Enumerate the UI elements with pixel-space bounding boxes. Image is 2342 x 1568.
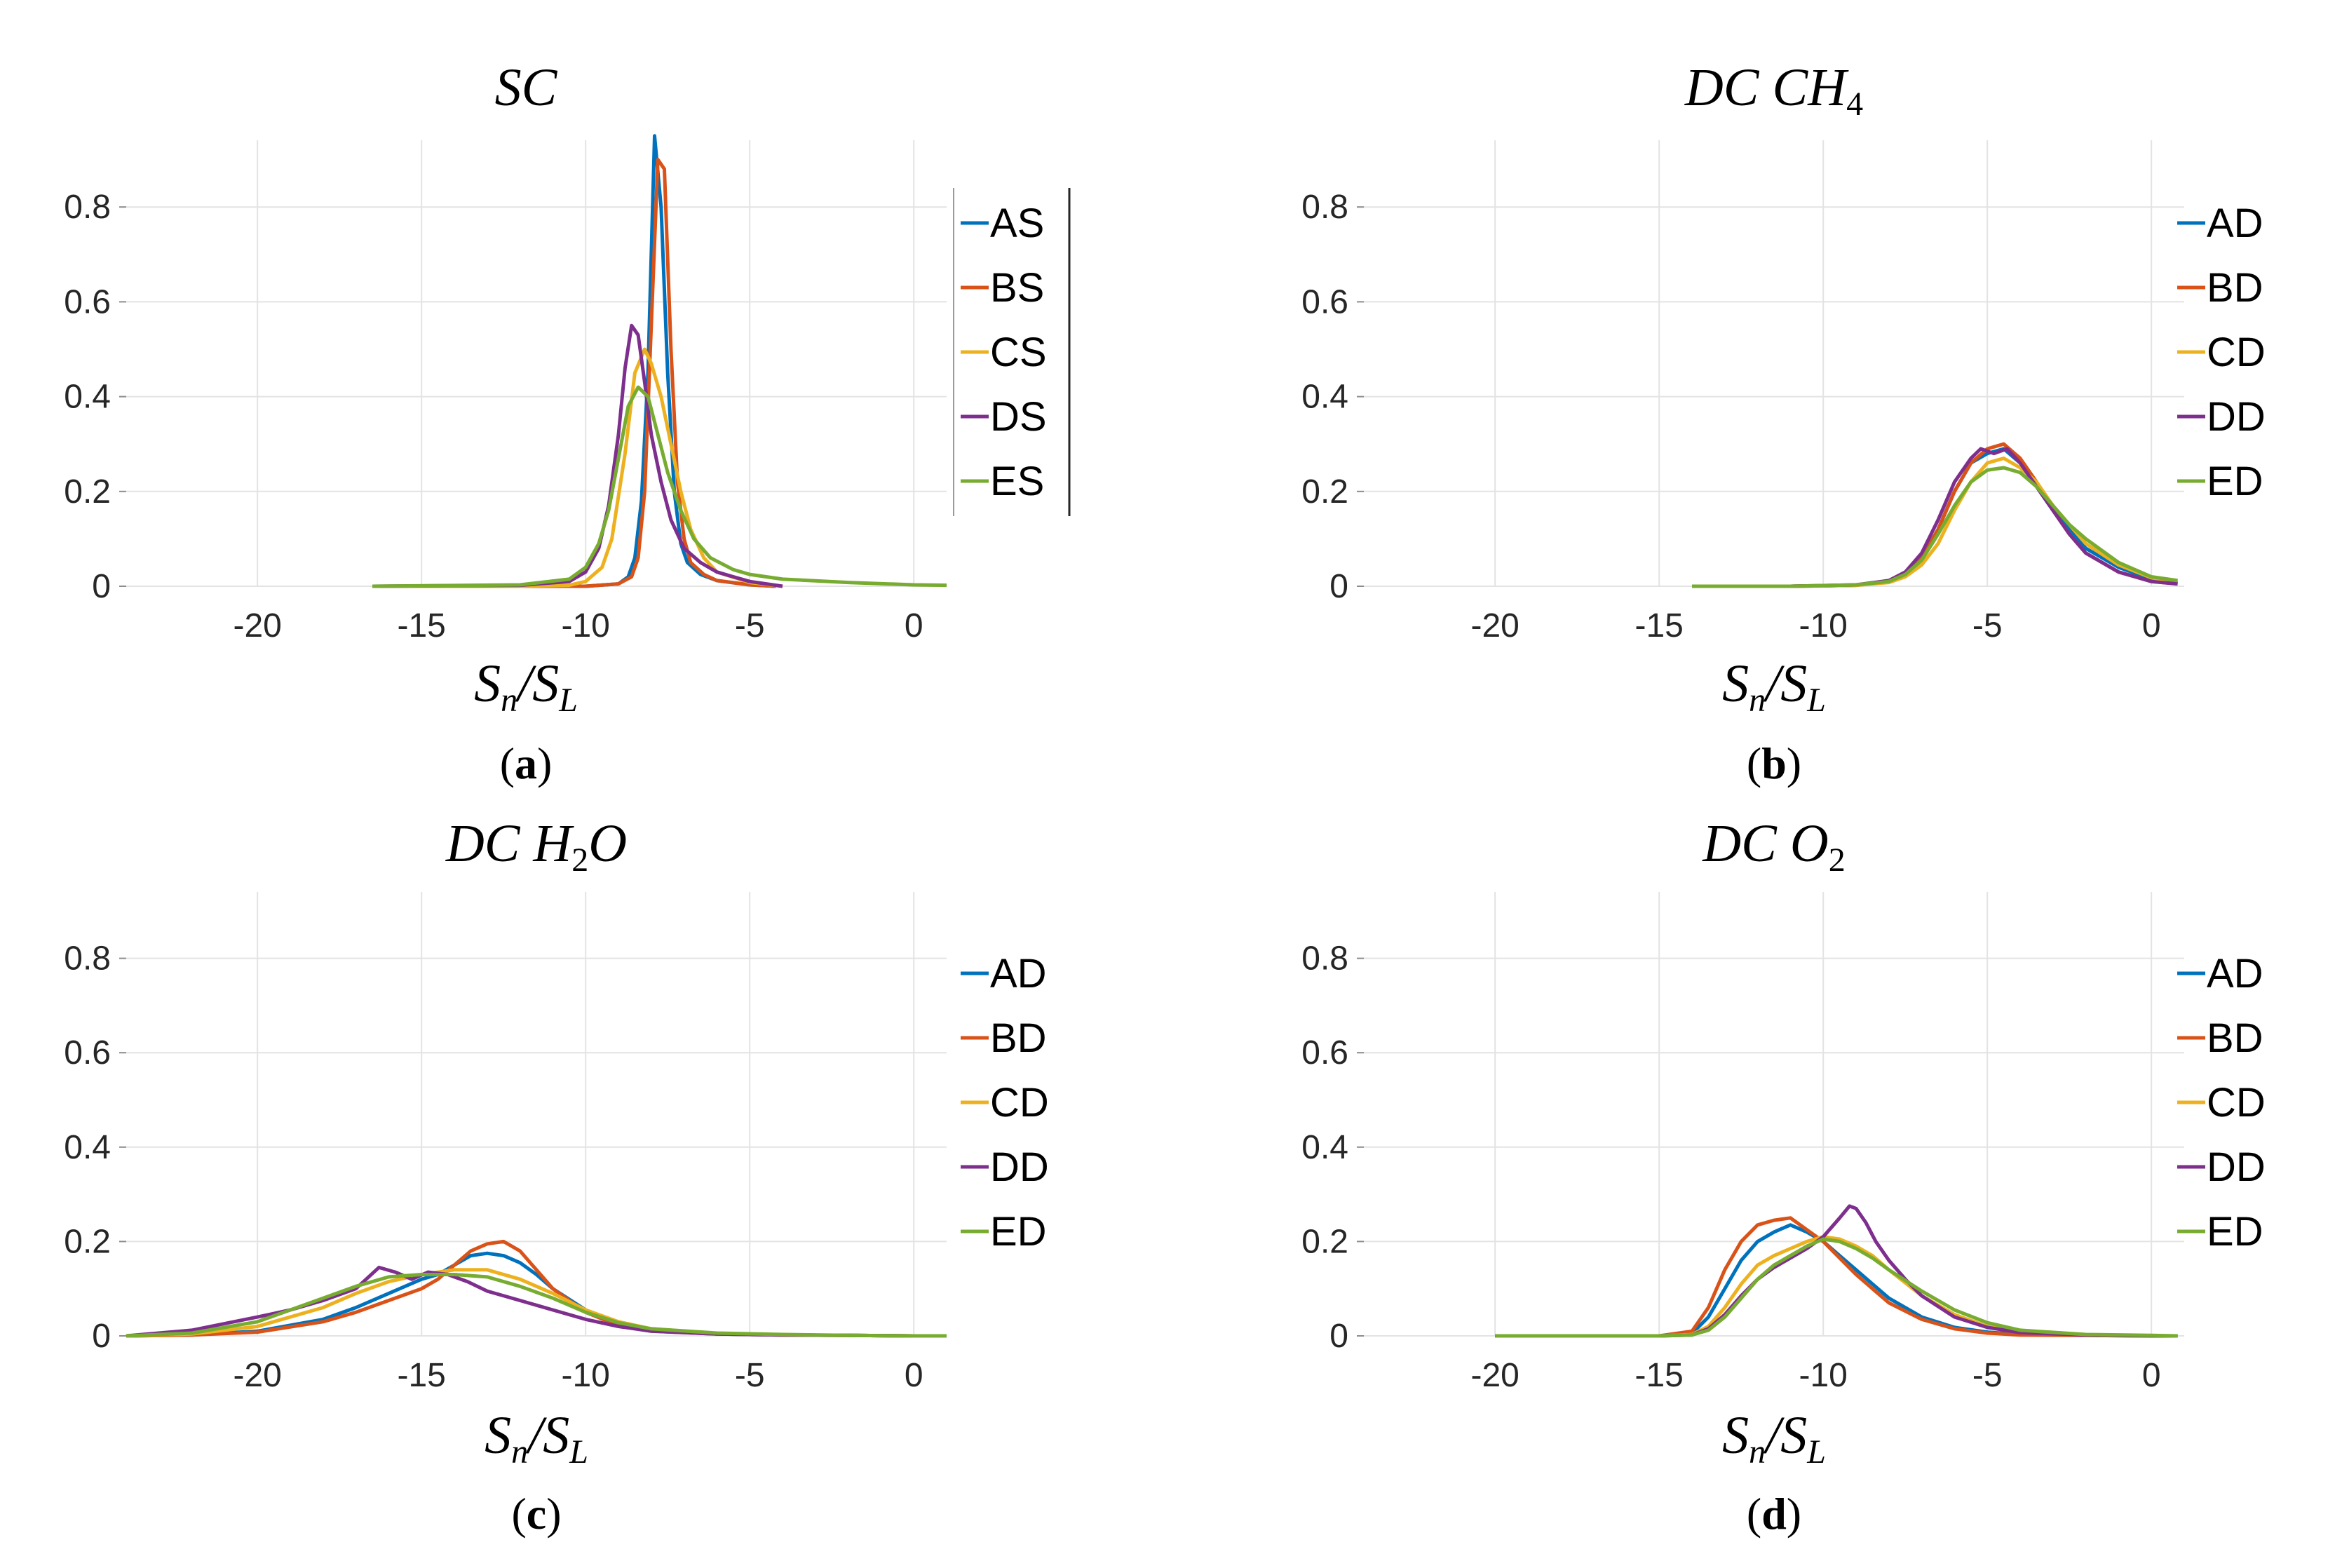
series-line-as xyxy=(372,134,776,588)
legend-label-cd: CD xyxy=(990,1080,1049,1126)
legend: AD BD CD DD ED xyxy=(2177,201,2266,504)
y-tick-label: 0.4 xyxy=(64,379,111,416)
x-tick-label: 0 xyxy=(2142,607,2161,644)
x-tick-label: -20 xyxy=(1471,607,1519,644)
y-tick-label: 0.2 xyxy=(1301,473,1348,511)
y-tick-label: 0 xyxy=(92,568,111,605)
x-tick-label: 0 xyxy=(2142,1357,2161,1394)
x-tick-label: 0 xyxy=(905,1357,923,1394)
series-line-ed xyxy=(1692,466,2178,588)
chart-panel-d: 0 0.2 0.4 0.6 0.8 -20 -15 -10 -5 0 AD BD CD DD ED DC O2… xyxy=(1301,814,2266,1539)
legend-label-ed: ED xyxy=(2207,1209,2263,1255)
y-tick-label: 0.2 xyxy=(1301,1223,1348,1260)
x-tick-label: -20 xyxy=(1471,1357,1519,1394)
legend-label-dd: DD xyxy=(990,1144,1049,1190)
x-tick-label: -10 xyxy=(1799,1357,1848,1394)
x-tick-label: -10 xyxy=(562,1357,610,1394)
chart-panel-c: 0 0.2 0.4 0.6 0.8 -20 -15 -10 -5 0 AD BD CD DD ED DC H2… xyxy=(64,814,1049,1539)
legend-label-dd: DD xyxy=(2207,1144,2266,1190)
series-line-ed xyxy=(1495,1237,2178,1338)
x-tick-label: -15 xyxy=(1635,607,1684,644)
x-tick-label: -15 xyxy=(1635,1357,1684,1394)
x-axis-label: Sn/SL xyxy=(1722,1406,1826,1471)
grid xyxy=(1364,892,2184,1337)
panel-letter: (a) xyxy=(500,738,553,788)
legend-label-bd: BD xyxy=(990,1015,1047,1061)
chart-title: SC xyxy=(495,58,558,117)
legend-label-ed: ED xyxy=(990,1209,1047,1255)
x-tick-label: -5 xyxy=(735,607,765,644)
x-tick-label: -5 xyxy=(1972,607,2003,644)
y-tick-label: 0.2 xyxy=(64,473,111,511)
y-tick-label: 0.8 xyxy=(1301,189,1348,226)
legend-label-ds: DS xyxy=(990,394,1047,440)
panel-letter: (d) xyxy=(1747,1489,1801,1539)
legend-label-ad: AD xyxy=(2207,201,2263,246)
legend-label-as: AS xyxy=(990,201,1044,246)
x-axis-label: Sn/SL xyxy=(1722,654,1826,719)
legend-label-dd: DD xyxy=(2207,394,2266,440)
grid xyxy=(126,892,947,1337)
y-tick-label: 0 xyxy=(92,1318,111,1355)
legend-label-cd: CD xyxy=(2207,330,2266,375)
legend-label-bs: BS xyxy=(990,265,1044,311)
series-line-ed xyxy=(126,1273,947,1338)
legend-label-bd: BD xyxy=(2207,1015,2263,1061)
series-line-cd xyxy=(126,1268,947,1338)
legend-label-cs: CS xyxy=(990,330,1047,375)
y-tick-label: 0.4 xyxy=(1301,379,1348,416)
x-tick-label: -20 xyxy=(233,1357,282,1394)
y-tick-label: 0 xyxy=(1329,1318,1348,1355)
legend: AD BD CD DD ED xyxy=(961,951,1049,1255)
y-tick-label: 0.8 xyxy=(1301,940,1348,978)
y-tick-label: 0.8 xyxy=(64,189,111,226)
y-tick-label: 0.4 xyxy=(1301,1129,1348,1166)
x-axis-label: Sn/SL xyxy=(474,654,578,719)
panel-letter: (c) xyxy=(511,1489,561,1539)
y-tick-label: 0.4 xyxy=(64,1129,111,1166)
x-tick-label: -10 xyxy=(1799,607,1848,644)
series-line-cs xyxy=(372,347,783,588)
x-axis-label: Sn/SL xyxy=(485,1406,588,1471)
series-line-bs xyxy=(372,158,776,588)
y-tick-label: 0 xyxy=(1329,568,1348,605)
panel-letter: (b) xyxy=(1747,738,1801,788)
y-tick-label: 0.6 xyxy=(64,1034,111,1072)
x-tick-label: -15 xyxy=(398,1357,446,1394)
chart-panel-a: 0 0.2 0.4 0.6 0.8 -20 -15 -10 -5 0 AS BS CS DS ES SC Sn/… xyxy=(64,58,1071,788)
y-tick-label: 0.6 xyxy=(64,283,111,320)
series-line-bd xyxy=(1495,1216,2178,1338)
chart-title: DC CH4 xyxy=(1684,58,1863,123)
series-line-cd xyxy=(1692,457,2179,588)
legend-label-ad: AD xyxy=(2207,951,2263,996)
x-tick-label: -20 xyxy=(233,607,282,644)
legend-label-ed: ED xyxy=(2207,459,2263,504)
series-line-dd xyxy=(1495,1204,2178,1338)
y-tick-label: 0.8 xyxy=(64,940,111,978)
y-tick-label: 0.2 xyxy=(64,1223,111,1260)
chart-title: DC O2 xyxy=(1702,814,1845,879)
x-tick-label: -5 xyxy=(1972,1357,2003,1394)
y-tick-label: 0.6 xyxy=(1301,1034,1348,1072)
x-tick-label: 0 xyxy=(905,607,923,644)
legend: AD BD CD DD ED xyxy=(2177,951,2266,1255)
grid xyxy=(126,140,947,587)
series-line-ds xyxy=(372,323,783,588)
grid xyxy=(1364,140,2184,587)
x-tick-label: -15 xyxy=(398,607,446,644)
legend-label-ad: AD xyxy=(990,951,1047,996)
x-tick-label: -5 xyxy=(735,1357,765,1394)
legend-label-es: ES xyxy=(990,459,1044,504)
chart-title: DC H2O xyxy=(445,814,627,879)
legend-label-cd: CD xyxy=(2207,1080,2266,1126)
chart-panel-b: 0 0.2 0.4 0.6 0.8 -20 -15 -10 -5 0 AD BD CD DD ED DC CH… xyxy=(1301,58,2266,788)
y-tick-label: 0.6 xyxy=(1301,283,1348,320)
legend: AS BS CS DS ES xyxy=(953,188,1071,516)
series-line-es xyxy=(372,385,947,588)
series-line-dd xyxy=(1692,447,2178,588)
legend-label-bd: BD xyxy=(2207,265,2263,311)
x-tick-label: -10 xyxy=(562,607,610,644)
